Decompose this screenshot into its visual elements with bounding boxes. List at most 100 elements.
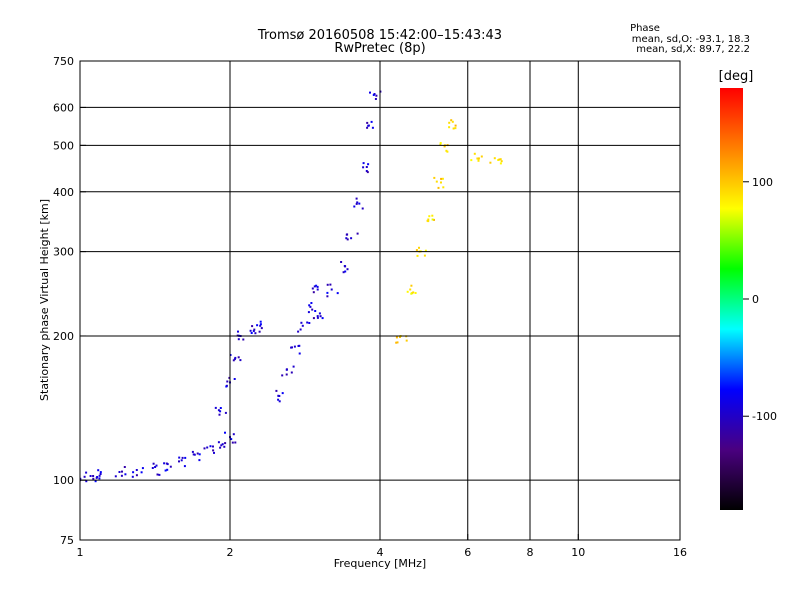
- data-point: [234, 441, 237, 444]
- data-point: [405, 339, 408, 342]
- data-point: [346, 268, 349, 271]
- data-point: [440, 177, 443, 180]
- colorbar-ticks: 100 0 -100: [743, 176, 777, 423]
- data-point: [166, 468, 169, 471]
- data-point: [92, 475, 95, 477]
- data-point: [329, 283, 332, 286]
- data-point: [250, 332, 253, 334]
- data-point: [366, 171, 369, 174]
- data-point: [212, 449, 215, 452]
- data-point: [121, 470, 123, 473]
- data-point: [326, 295, 329, 298]
- data-point: [454, 127, 457, 130]
- data-point: [281, 374, 284, 377]
- data-point: [365, 166, 368, 168]
- data-point: [493, 157, 496, 160]
- data-point: [433, 176, 436, 179]
- data-point: [326, 291, 329, 294]
- data-point: [218, 413, 221, 416]
- data-point: [356, 232, 359, 235]
- data-point: [316, 285, 319, 288]
- data-point: [375, 94, 378, 97]
- data-point: [300, 321, 303, 324]
- data-point: [313, 285, 316, 288]
- data-point: [221, 443, 224, 446]
- data-point: [346, 238, 349, 241]
- data-point: [164, 469, 167, 472]
- data-point: [83, 475, 86, 478]
- data-point: [489, 161, 492, 164]
- x-axis-label: Frequency [MHz]: [334, 557, 426, 570]
- data-point: [277, 398, 280, 401]
- data-point: [442, 186, 445, 189]
- data-point: [366, 121, 369, 124]
- data-point: [406, 290, 409, 293]
- data-point: [118, 471, 121, 473]
- data-point: [253, 328, 256, 331]
- data-point: [298, 344, 301, 347]
- data-point: [445, 149, 448, 152]
- data-point: [233, 378, 236, 380]
- data-point: [343, 265, 346, 267]
- data-point: [301, 324, 304, 327]
- colorbar-tick-label: -100: [752, 410, 777, 423]
- data-point: [439, 142, 442, 144]
- data-point: [480, 155, 483, 158]
- data-point: [242, 338, 245, 341]
- data-point: [340, 261, 343, 263]
- data-point: [336, 292, 339, 295]
- data-point: [435, 180, 438, 183]
- data-point: [450, 119, 453, 122]
- data-point: [281, 392, 284, 395]
- data-point: [316, 315, 319, 318]
- data-point: [225, 385, 228, 388]
- colorbar-tick-label: 0: [752, 293, 759, 306]
- data-point: [358, 202, 361, 205]
- data-point: [374, 98, 377, 100]
- data-point: [223, 445, 226, 448]
- data-point: [415, 249, 418, 252]
- data-point: [477, 157, 480, 160]
- data-point: [431, 218, 434, 221]
- chart-subtitle: RwPretec (8p): [334, 41, 425, 56]
- data-point: [151, 467, 154, 469]
- data-point: [353, 205, 356, 208]
- data-point: [448, 126, 451, 129]
- data-point: [367, 163, 370, 166]
- data-point: [259, 323, 262, 326]
- data-point: [131, 475, 134, 478]
- y-tick-label: 750: [53, 55, 74, 68]
- data-point: [203, 447, 206, 450]
- data-point: [477, 159, 480, 162]
- data-point: [132, 471, 135, 474]
- data-point: [499, 162, 502, 165]
- data-point: [362, 166, 365, 169]
- data-point: [141, 467, 144, 470]
- data-point: [259, 324, 262, 327]
- data-point: [321, 317, 324, 320]
- data-point: [237, 338, 240, 341]
- data-point: [224, 431, 226, 434]
- data-point: [228, 376, 231, 379]
- colorbar: [720, 88, 743, 510]
- data-point: [196, 452, 199, 455]
- stats-o: mean, sd,O: -93.1, 18.3: [632, 34, 750, 45]
- data-point: [369, 91, 371, 94]
- data-point: [298, 352, 301, 355]
- data-point: [152, 462, 155, 465]
- data-point: [345, 237, 348, 240]
- data-point: [98, 474, 101, 477]
- data-point: [277, 394, 280, 397]
- data-point: [414, 292, 417, 294]
- data-point: [439, 143, 442, 146]
- data-point: [193, 453, 196, 456]
- data-point: [440, 181, 442, 184]
- data-point: [89, 475, 92, 477]
- data-point: [85, 480, 88, 483]
- data-point: [156, 473, 159, 476]
- data-point: [230, 438, 233, 441]
- x-axis: 1 2 4 6 8 10 16: [77, 534, 687, 559]
- y-tick-label: 400: [53, 186, 74, 199]
- data-point: [410, 284, 413, 287]
